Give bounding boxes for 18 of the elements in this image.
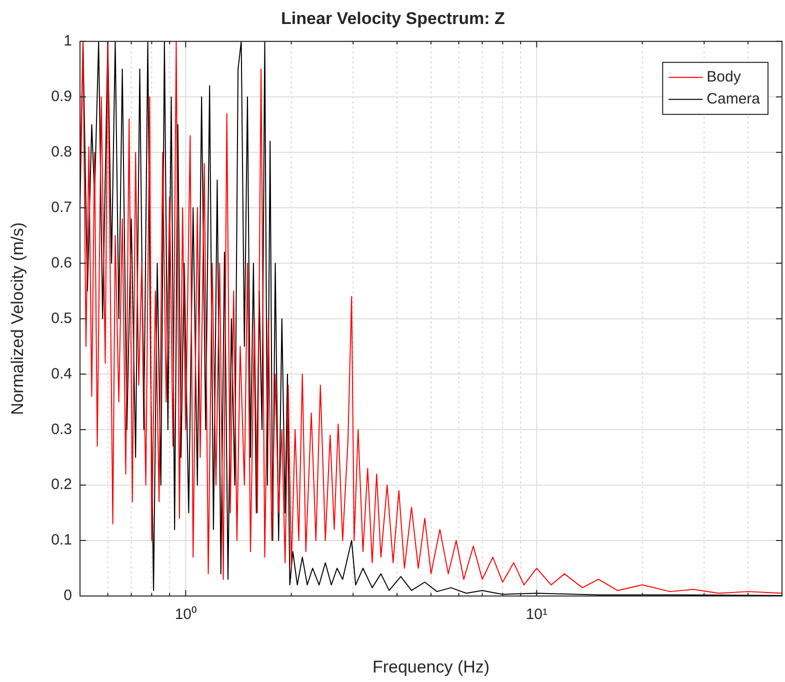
y-tick-label: 0.6 — [51, 254, 72, 272]
y-tick-label: 0 — [64, 587, 72, 604]
legend-label: Camera — [706, 90, 761, 108]
y-tick-label: 0.2 — [51, 476, 72, 494]
y-tick-label: 0.5 — [51, 310, 72, 327]
y-tick-label: 0.7 — [51, 198, 72, 216]
x-tick-label: 10¹ — [526, 606, 548, 624]
y-tick-label: 1 — [64, 32, 72, 50]
y-tick-label: 0.9 — [51, 88, 72, 105]
chart-title: Linear Velocity Spectrum: Z — [281, 8, 505, 28]
y-tick-label: 0.1 — [51, 532, 72, 549]
legend-label: Body — [706, 68, 742, 86]
y-axis-title: Normalized Velocity (m/s) — [8, 222, 27, 416]
x-tick-label: 10⁰ — [174, 606, 197, 624]
y-tick-label: 0.8 — [51, 143, 72, 160]
x-axis-title: Frequency (Hz) — [372, 657, 490, 676]
y-tick-label: 0.3 — [51, 420, 72, 438]
y-tick-label: 0.4 — [51, 365, 72, 382]
